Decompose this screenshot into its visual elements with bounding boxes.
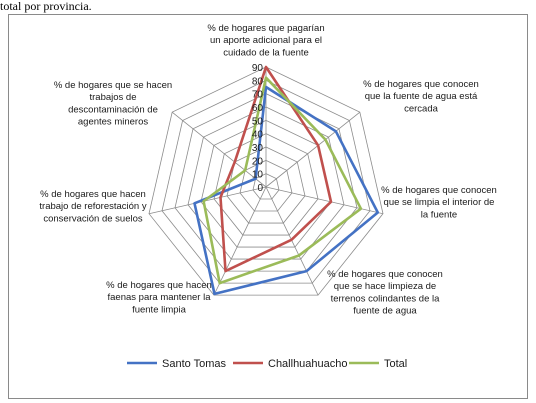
axis-label: % de hogares que se hacen trabajos de desc…	[54, 80, 172, 128]
tick-label: 50	[252, 116, 264, 127]
grid-ring	[148, 66, 384, 296]
legend-label: Total	[384, 358, 407, 370]
axis-label: % de hogares que conocen que se hace limp…	[327, 269, 443, 317]
grid-ring	[213, 133, 319, 236]
caption-text: total por provincia.	[0, 0, 92, 13]
grid-ring	[161, 79, 371, 284]
axis-label: % de hogares que conocen que la fuente de…	[363, 79, 479, 114]
tick-label: 20	[252, 156, 264, 167]
series-line-santo-tomas	[193, 85, 380, 296]
tick-label: 40	[252, 130, 264, 141]
axis-spoke	[148, 186, 267, 215]
tick-label: 90	[252, 63, 264, 74]
series-layer	[193, 65, 380, 296]
grid-ring	[252, 173, 280, 200]
tick-layer: 0 10 20 30 40 50 60 70 80 90	[252, 63, 264, 194]
axis-label: % de hogares que hacen faenas para manten…	[106, 280, 212, 315]
legend-layer: Santo Tomas Challhuahuacho Total	[127, 358, 407, 370]
series-line-total	[202, 76, 363, 285]
axis-spoke	[171, 111, 267, 188]
tick-label: 10	[252, 170, 264, 181]
grid-ring	[239, 159, 293, 212]
tick-label: 60	[252, 103, 264, 114]
legend-label: Challhuahuacho	[268, 358, 348, 370]
axis-spoke	[265, 186, 319, 296]
axis-spoke	[265, 111, 361, 188]
tick-label: 30	[252, 143, 264, 154]
axis-spoke	[265, 186, 384, 215]
axis-spoke	[213, 186, 267, 296]
radar-chart: 0 10 20 30 40 50 60 70 80 90 % de hogares que pag…	[39, 23, 496, 370]
chart-frame: 0 10 20 30 40 50 60 70 80 90 % de hogares que pag…	[8, 14, 528, 399]
tick-label: 70	[252, 90, 264, 101]
label-layer: % de hogares que pagarían un aporte adici…	[39, 23, 496, 317]
tick-label: 0	[257, 183, 263, 194]
series-line-challhuahuacho	[219, 65, 333, 273]
axis-label: % de hogares que conocen que se limpia el…	[381, 185, 497, 220]
axis-label: % de hogares que hacen trabajo de refores…	[39, 189, 146, 224]
tick-label: 80	[252, 76, 264, 87]
legend-label: Santo Tomas	[162, 358, 227, 370]
axis-label: % de hogares que pagarían un aporte adici…	[207, 23, 324, 58]
